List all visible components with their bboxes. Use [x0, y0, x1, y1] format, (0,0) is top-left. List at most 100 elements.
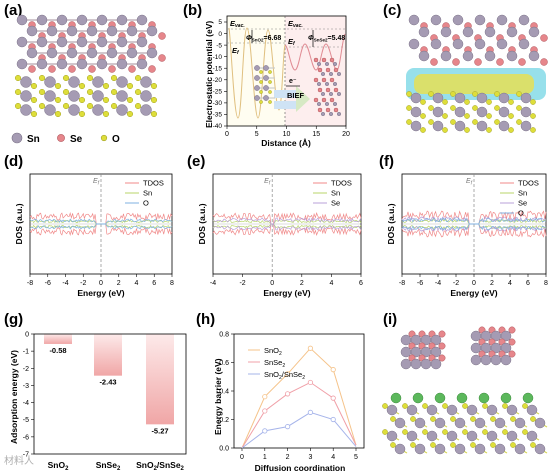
- sn-atom: [56, 58, 68, 70]
- se-atom: [540, 34, 548, 42]
- li-atom: [456, 392, 468, 404]
- sn-atom: [20, 104, 32, 116]
- legend-text-se: Se: [518, 199, 527, 208]
- legend-h-het-text: SnO2/SnSe2: [264, 370, 305, 381]
- xtick-label: 8: [170, 280, 174, 287]
- panel-b-xtick-label: 15: [312, 131, 320, 138]
- sn-atom: [66, 47, 78, 59]
- sn-atom: [56, 36, 68, 48]
- sn-atom: [136, 36, 148, 48]
- panel-b-evac-left-label: Evac.: [230, 19, 245, 29]
- se-atom: [508, 338, 516, 346]
- o-atom: [14, 102, 22, 110]
- se-atom: [329, 77, 335, 83]
- ytick-label: -7: [23, 452, 29, 459]
- li-atom: [522, 392, 534, 404]
- o-atom: [494, 119, 500, 125]
- panel-c-structure: [406, 14, 548, 133]
- o-atom: [472, 91, 478, 97]
- o-atom: [30, 110, 38, 118]
- panel-g-ylabel: Adsorption energy (eV): [9, 350, 19, 444]
- ytick-label: 0.8: [219, 332, 229, 339]
- sn-atom: [476, 106, 488, 118]
- o-atom: [508, 127, 514, 133]
- sn-atom: [430, 38, 442, 50]
- legend-h-sno2-text: SnO2: [264, 346, 282, 357]
- sn-atom: [316, 101, 322, 107]
- se-atom: [325, 87, 331, 93]
- panel-b-evac-right-label: Evac.: [288, 19, 303, 29]
- panel-b-phi-right-label: ΦSnSe2=5.48: [308, 35, 345, 43]
- series-point: [307, 409, 314, 415]
- series-point: [330, 416, 336, 423]
- plot-frame: [233, 333, 365, 449]
- se-atom: [518, 58, 526, 66]
- xtick-label: 4: [331, 454, 335, 461]
- sn-atom: [56, 14, 68, 26]
- sn-atom: [474, 443, 486, 455]
- se-atom: [508, 326, 516, 334]
- o-atom: [490, 442, 496, 448]
- sn-atom: [68, 104, 80, 116]
- sn-atom: [500, 342, 512, 354]
- o-atom: [102, 96, 110, 104]
- sn-atom: [498, 120, 510, 132]
- panel-b-bief-text: BIEF: [287, 91, 305, 100]
- o-atom: [268, 90, 272, 94]
- se-atom: [68, 65, 76, 73]
- o-atom: [382, 403, 388, 409]
- xtick-label: 6: [526, 280, 530, 287]
- o-atom: [494, 91, 500, 97]
- o-atom: [126, 110, 134, 118]
- o-atom: [78, 96, 86, 104]
- sn-atom: [454, 120, 466, 132]
- se-atom: [540, 58, 548, 66]
- sn-atom: [20, 76, 32, 88]
- panel-e-ylabel: DOS (a.u.): [197, 203, 207, 244]
- o-atom: [268, 100, 272, 104]
- legend-sn-dot: [11, 132, 23, 144]
- legend-se-dot: [57, 134, 65, 142]
- o-atom: [490, 416, 496, 422]
- sn-atom: [494, 417, 506, 429]
- o-atom: [259, 90, 263, 94]
- o-atom: [510, 416, 516, 422]
- sn-atom: [386, 430, 398, 442]
- sn-atom: [474, 14, 486, 26]
- series-point: [330, 395, 336, 401]
- se-atom: [452, 58, 460, 66]
- sn-atom: [16, 58, 28, 70]
- sn-atom: [406, 404, 418, 416]
- sn-atom: [526, 430, 538, 442]
- sn-atom: [498, 106, 510, 118]
- sn-atom: [44, 90, 56, 102]
- sn-atom: [68, 76, 80, 88]
- o-atom: [522, 403, 528, 409]
- o-atom: [494, 105, 500, 111]
- ytick-label: 0: [25, 332, 29, 339]
- panel-g-xlabel-snse2: SnSe2: [96, 460, 121, 472]
- sn-atom: [26, 25, 38, 37]
- series-point: [330, 367, 336, 373]
- xtick-label: -4: [62, 280, 68, 287]
- series-line-0: [241, 347, 357, 449]
- o-atom: [259, 70, 263, 74]
- panel-d-label: (d): [4, 153, 24, 170]
- o-atom: [14, 74, 22, 82]
- sn-atom: [328, 91, 334, 97]
- sn-atom: [426, 404, 438, 416]
- sn-atom: [500, 330, 512, 342]
- o-atom: [428, 91, 434, 97]
- sn-atom: [484, 26, 496, 38]
- xtick-label: 2: [490, 280, 494, 287]
- o-atom: [402, 403, 408, 409]
- o-atom: [62, 102, 70, 110]
- panel-b-sno2-curve: [228, 27, 286, 119]
- sn-atom: [520, 92, 532, 104]
- xtick-label: 1: [263, 454, 267, 461]
- sn-atom: [506, 430, 518, 442]
- panel-g-xlabel-heterostructure: SnO2/SnSe2: [136, 460, 184, 472]
- se-atom: [128, 65, 136, 73]
- xtick-label: 6: [359, 280, 363, 287]
